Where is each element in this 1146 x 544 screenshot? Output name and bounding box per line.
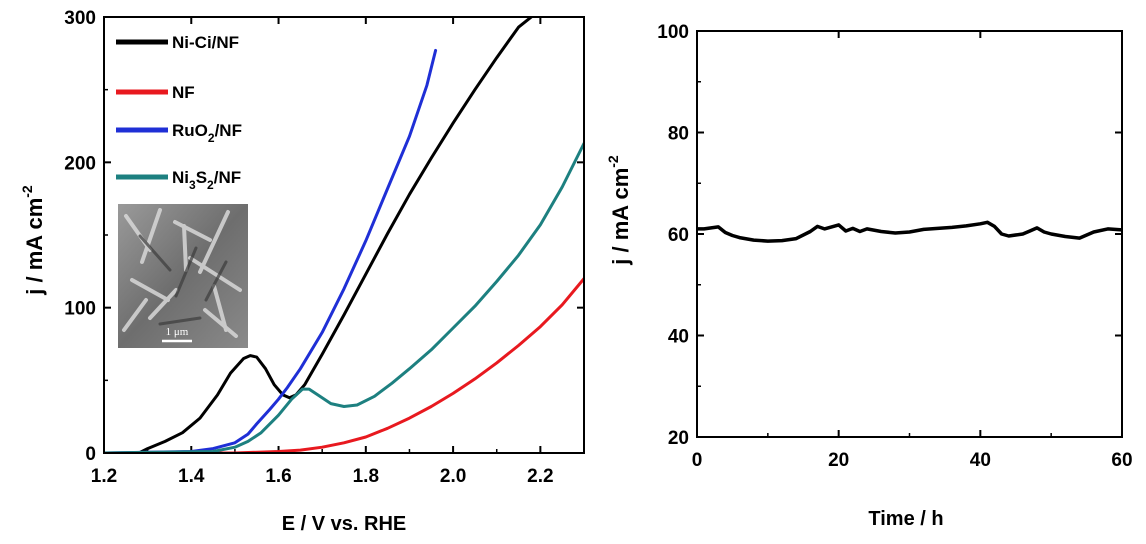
series-line-nf [104, 277, 584, 453]
legend-label-nf: NF [172, 83, 195, 102]
right-x-tick-label: 20 [828, 450, 849, 471]
right-y-axis-label-text: j / mA cm [608, 168, 633, 266]
sem-inset-texture [122, 208, 242, 338]
right-x-tick-label: 0 [692, 450, 703, 471]
left-x-tick-label: 2.0 [440, 466, 466, 487]
legend-label-part: 3 [189, 178, 196, 192]
left-plot-frame [103, 16, 585, 454]
left-y-tick-label: 0 [85, 444, 96, 465]
left-x-tick-label: 1.8 [353, 466, 379, 487]
left-tick-labels: 1.2 1.4 1.6 1.8 2.0 2.2 0 100 200 300 [64, 8, 553, 487]
right-y-tick-label: 40 [668, 327, 689, 348]
right-series-group [697, 220, 1122, 243]
legend-label-ni3s2-nf: Ni3S2/NF [172, 168, 241, 192]
left-x-tick-label: 1.2 [91, 466, 117, 487]
left-y-tick-label: 300 [64, 8, 96, 29]
legend-label-part: 2 [208, 131, 215, 145]
right-x-tick-label: 60 [1111, 450, 1132, 471]
right-y-tick-label: 80 [668, 124, 689, 145]
right-y-axis-label: j / mA cm-2 [605, 155, 633, 266]
left-x-axis-label: E / V vs. RHE [282, 513, 407, 535]
series-line-ni-ci-nf [137, 17, 534, 453]
left-x-tick-label: 1.4 [178, 466, 205, 487]
left-chart: 1.2 1.4 1.6 1.8 2.0 2.2 0 100 200 300 1 μm Ni-Ci/… [19, 8, 585, 535]
left-y-tick-label: 200 [64, 153, 96, 174]
scale-bar-label: 1 μm [166, 326, 189, 338]
legend-label-part: Ni [172, 168, 189, 187]
legend-label-ni-ci-nf: Ni-Ci/NF [172, 33, 239, 52]
left-x-tick-label: 1.6 [265, 466, 291, 487]
legend-label-part: Ni-Ci/NF [172, 33, 239, 52]
left-y-axis-label-sup: -2 [19, 185, 35, 198]
left-y-axis-label-text: j / mA cm [22, 198, 47, 296]
legend-label-part: NF [172, 83, 195, 102]
legend-label-part: /NF [214, 168, 241, 187]
right-y-tick-label: 60 [668, 225, 689, 246]
right-x-tick-label: 40 [970, 450, 991, 471]
right-plot-frame [696, 30, 1123, 438]
left-x-tick-label: 2.2 [527, 466, 553, 487]
right-y-axis-label-sup: -2 [605, 155, 621, 168]
legend-label-part: S [196, 168, 207, 187]
legend-label-part: /NF [215, 121, 242, 140]
series-line-ruo2-nf [104, 48, 438, 453]
series-line-ni3s2-nf [104, 141, 584, 453]
left-series-group [104, 17, 584, 453]
right-y-tick-label: 20 [668, 428, 689, 449]
left-y-axis-label: j / mA cm-2 [19, 185, 47, 296]
right-x-axis-label: Time / h [868, 508, 943, 530]
legend-label-ruo2-nf: RuO2/NF [172, 121, 242, 145]
legend-label-part: 2 [207, 178, 214, 192]
legend-label-part: RuO [172, 121, 208, 140]
series-line-stability [697, 220, 1122, 243]
right-y-tick-label: 100 [657, 22, 689, 43]
sem-inset: 1 μm [118, 204, 248, 348]
left-y-tick-label: 100 [64, 299, 96, 320]
sem-inset-shadows [138, 234, 228, 326]
